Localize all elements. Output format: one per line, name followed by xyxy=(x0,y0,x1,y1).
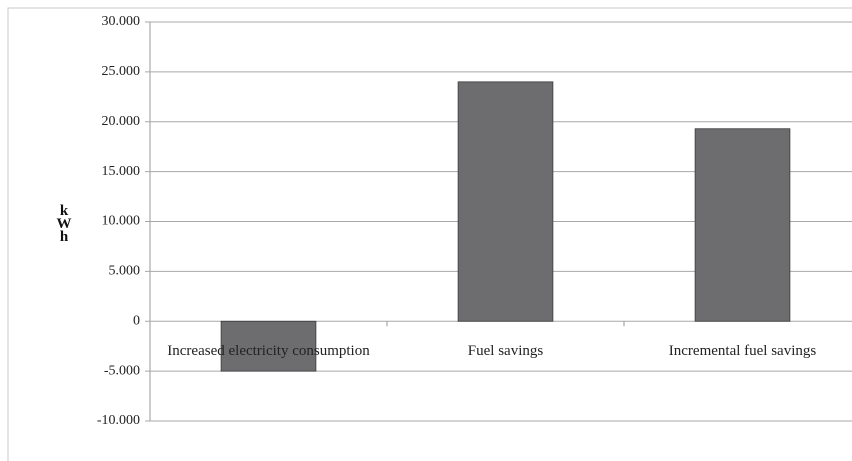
y-tick-label: 5.000 xyxy=(109,264,141,279)
y-tick-label: 15.000 xyxy=(102,164,141,179)
y-tick-label: 25.000 xyxy=(102,64,141,79)
y-tick-label: -5.000 xyxy=(104,363,140,378)
x-tick-label: Increased electricity consumption xyxy=(167,343,370,360)
bar xyxy=(220,320,317,372)
y-tick-label: -10.000 xyxy=(97,413,140,428)
y-tick-label: 20.000 xyxy=(102,114,141,129)
y-axis-label: kWh xyxy=(56,203,72,242)
x-tick-label: Fuel savings xyxy=(467,343,544,360)
bar xyxy=(457,81,554,322)
y-tick-label: 30.000 xyxy=(102,14,141,29)
y-tick-label: 0 xyxy=(133,313,140,328)
x-tick-label: Incremental fuel savings xyxy=(668,343,817,360)
bar xyxy=(694,128,791,322)
y-tick-label: 10.000 xyxy=(102,214,141,229)
